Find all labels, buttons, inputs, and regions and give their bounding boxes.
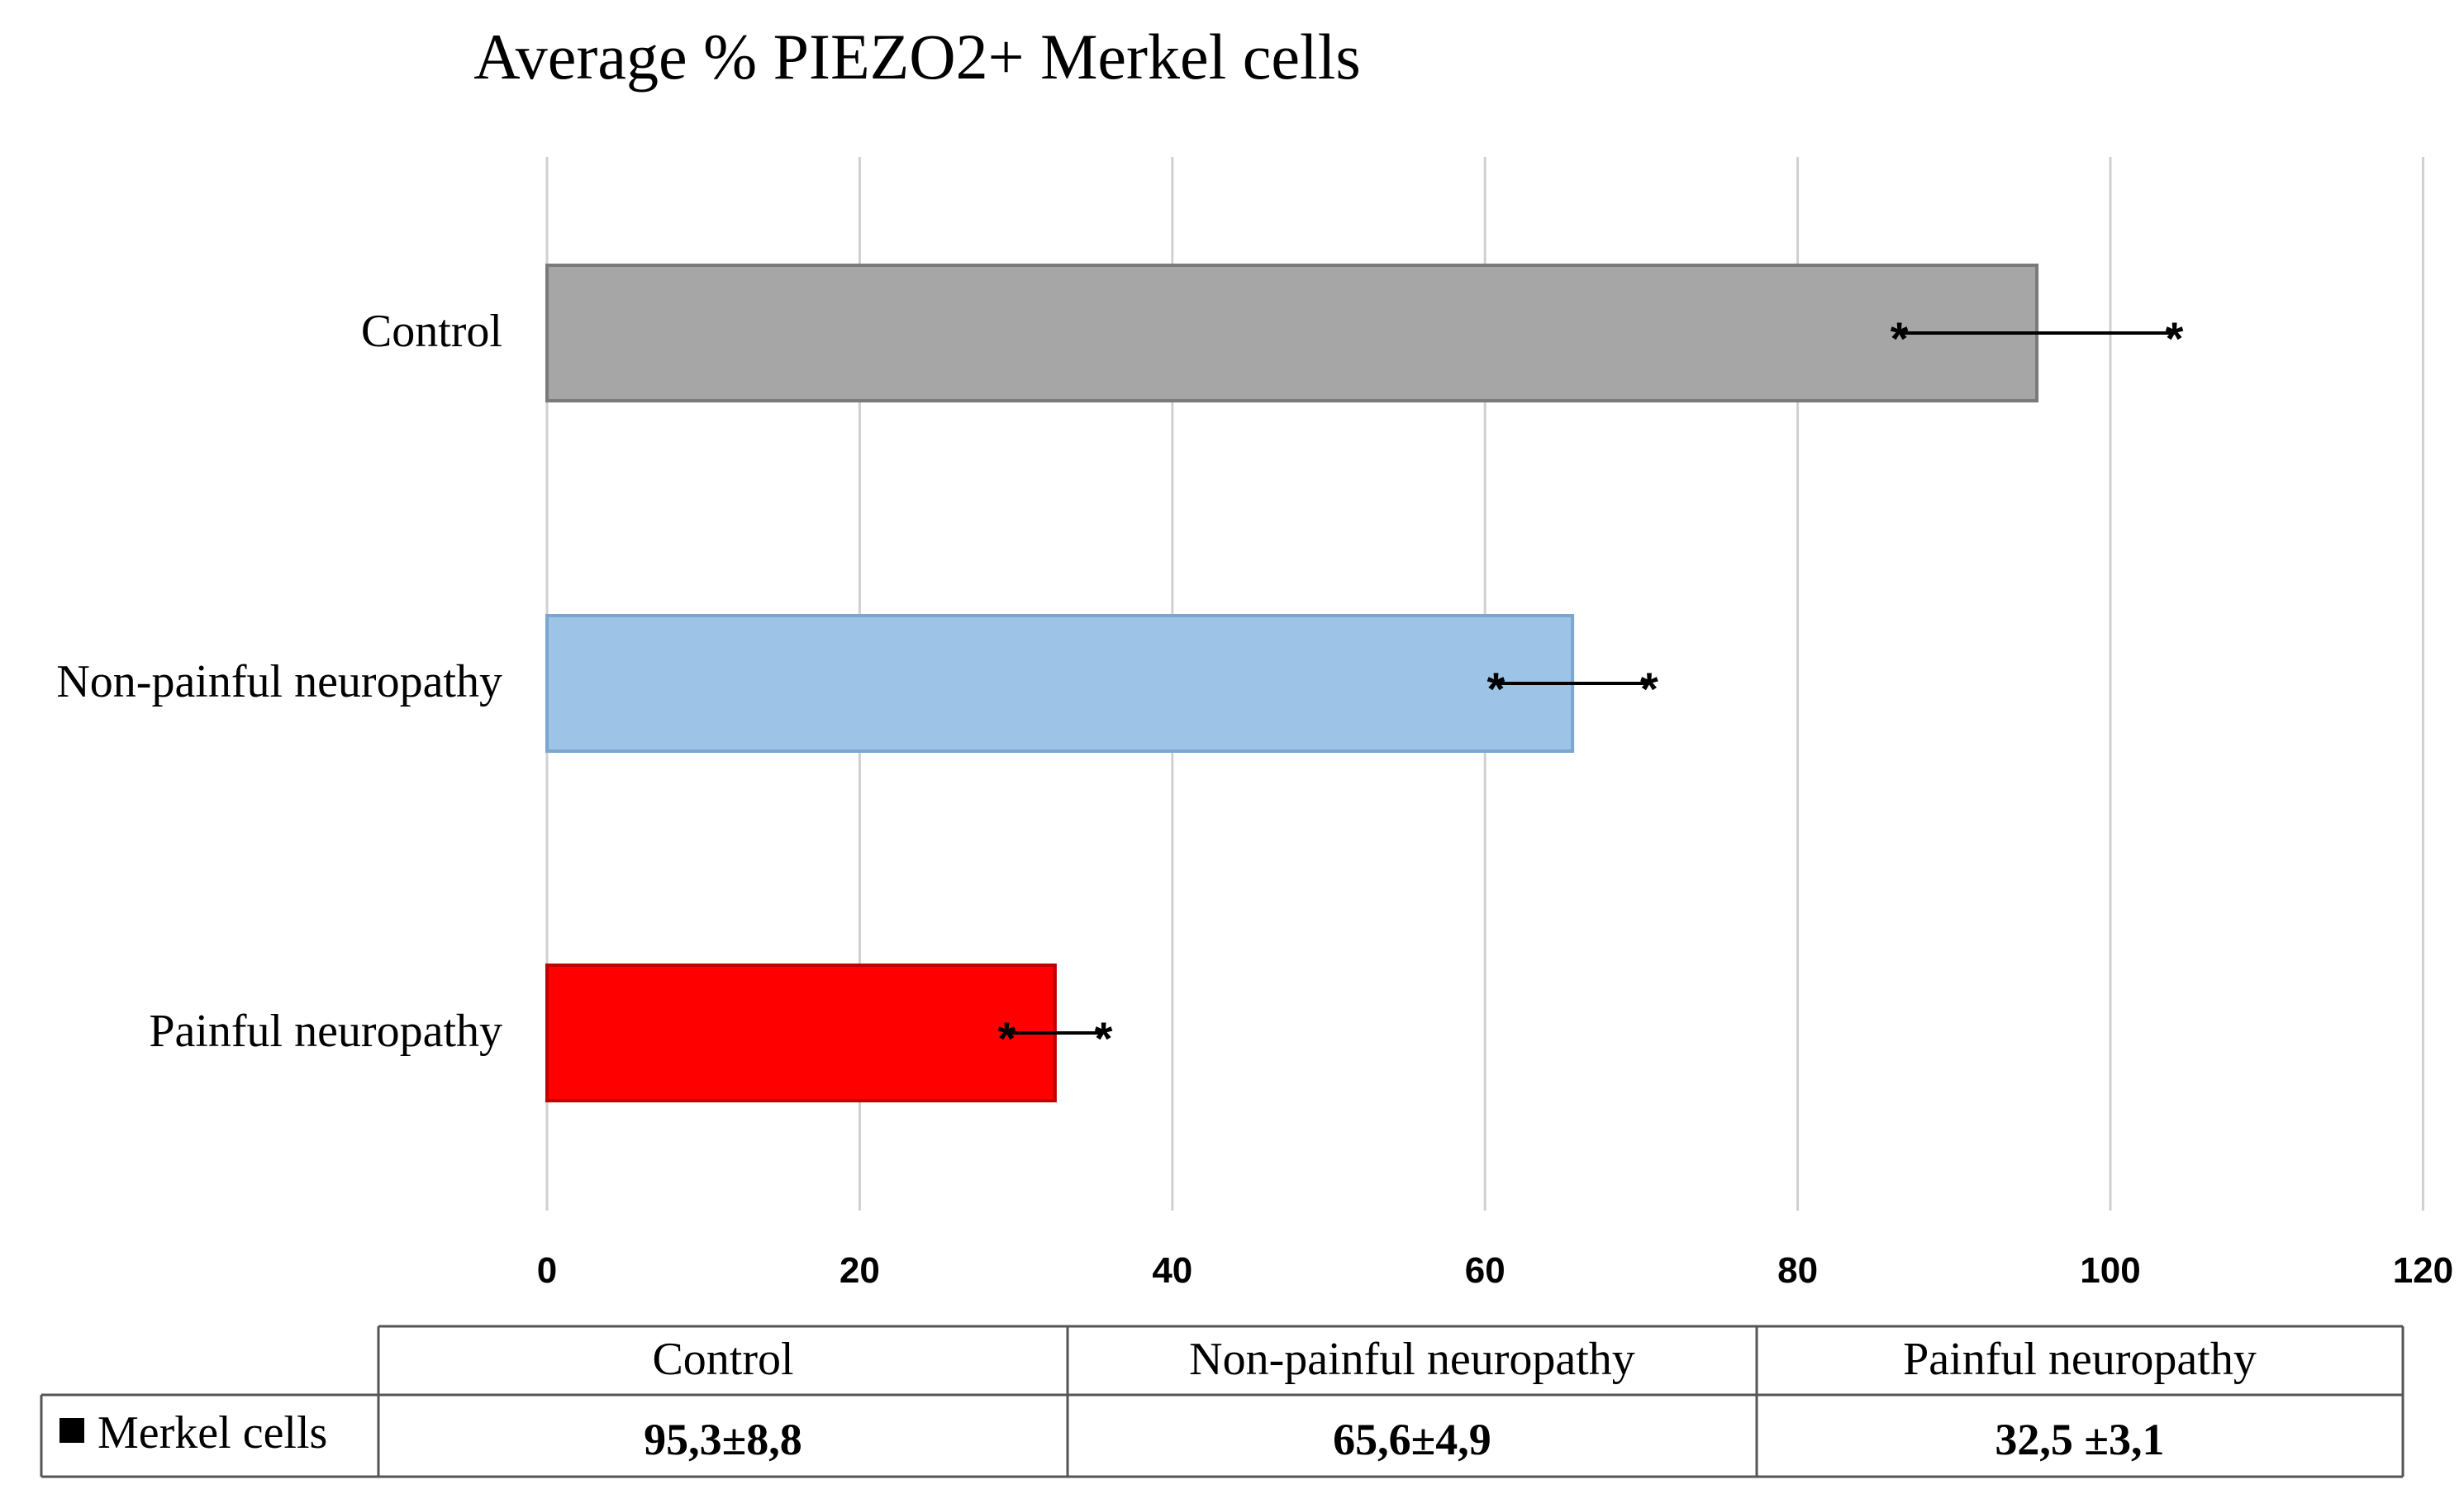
table-column-header: Painful neuropathy (1903, 1334, 2257, 1385)
error-marker: * (1640, 663, 1658, 715)
table-row-label: Merkel cells (98, 1407, 327, 1459)
data-table: Control 95,3±8,8 Non-painful neuropathy 65,… (40, 1325, 2405, 1478)
bars: * * * * * * (545, 264, 2184, 1102)
error-marker: * (1891, 312, 1909, 364)
table-cell: 95,3±8,8 (644, 1415, 802, 1464)
x-tick-label: 80 (1777, 1250, 1818, 1291)
category-label: Control (361, 306, 502, 357)
error-marker: * (1095, 1012, 1113, 1064)
table-cell: 65,6±4,9 (1333, 1415, 1491, 1464)
x-tick-label: 20 (840, 1250, 880, 1291)
chart-title: Average % PIEZO2+ Merkel cells (473, 21, 1361, 93)
table-column-header: Non-painful neuropathy (1189, 1334, 1635, 1385)
x-tick-label: 60 (1465, 1250, 1506, 1291)
x-tick-label: 40 (1152, 1250, 1192, 1291)
category-labels: Control Non-painful neuropathy Painful neu… (56, 306, 502, 1057)
error-marker: * (2166, 312, 2184, 364)
x-tick-label: 0 (537, 1250, 557, 1291)
legend-key-icon (59, 1418, 84, 1443)
x-tick-label: 120 (2393, 1250, 2453, 1291)
error-marker: * (997, 1012, 1016, 1064)
bar-control (545, 264, 2039, 402)
table-cell: 32,5 ±3,1 (1995, 1415, 2164, 1464)
table-column-header: Control (652, 1334, 793, 1385)
error-marker: * (1487, 663, 1506, 715)
bar-non-painful-neuropathy (545, 614, 1575, 753)
category-label: Painful neuropathy (149, 1006, 502, 1057)
x-tick-label: 100 (2080, 1250, 2140, 1291)
bar-painful-neuropathy (545, 964, 1057, 1102)
category-label: Non-painful neuropathy (56, 656, 502, 707)
x-axis-ticks: 0 20 40 60 80 100 120 (537, 1250, 2453, 1291)
